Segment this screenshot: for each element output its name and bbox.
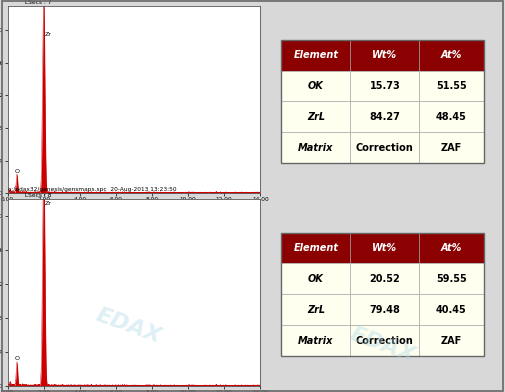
Text: 15.73: 15.73 — [370, 81, 400, 91]
Text: 51.55: 51.55 — [436, 81, 467, 91]
Text: At%: At% — [441, 243, 462, 253]
FancyBboxPatch shape — [281, 294, 350, 325]
FancyBboxPatch shape — [419, 263, 484, 294]
Text: Correction: Correction — [356, 143, 414, 153]
FancyBboxPatch shape — [350, 132, 419, 163]
Text: c:/edax32/genesis/gensmaps.spc  20-Aug-2013 13:21:01
         LSecs : 7: c:/edax32/genesis/gensmaps.spc 20-Aug-20… — [8, 0, 176, 5]
FancyBboxPatch shape — [281, 71, 350, 102]
Text: ZrL: ZrL — [307, 305, 325, 315]
FancyBboxPatch shape — [281, 232, 350, 263]
Text: EDAX: EDAX — [347, 324, 418, 366]
Text: 48.45: 48.45 — [436, 112, 467, 122]
Text: O: O — [15, 356, 20, 361]
FancyBboxPatch shape — [350, 232, 419, 263]
Text: ZrL: ZrL — [307, 112, 325, 122]
Text: 20.52: 20.52 — [370, 274, 400, 284]
Text: EDAX: EDAX — [93, 305, 164, 347]
FancyBboxPatch shape — [350, 71, 419, 102]
Text: OK: OK — [308, 81, 324, 91]
FancyBboxPatch shape — [419, 71, 484, 102]
FancyBboxPatch shape — [419, 40, 484, 71]
Text: Zr: Zr — [45, 32, 52, 37]
FancyBboxPatch shape — [350, 263, 419, 294]
FancyBboxPatch shape — [350, 325, 419, 356]
FancyBboxPatch shape — [350, 294, 419, 325]
Text: ZAF: ZAF — [441, 336, 462, 346]
FancyBboxPatch shape — [419, 132, 484, 163]
Text: Wt%: Wt% — [372, 243, 397, 253]
FancyBboxPatch shape — [281, 40, 350, 71]
FancyBboxPatch shape — [419, 102, 484, 132]
Text: Matrix: Matrix — [298, 143, 334, 153]
FancyBboxPatch shape — [419, 232, 484, 263]
FancyBboxPatch shape — [281, 102, 350, 132]
Text: Correction: Correction — [356, 336, 414, 346]
Text: Wt%: Wt% — [372, 50, 397, 60]
Text: ZAF: ZAF — [441, 143, 462, 153]
Text: Matrix: Matrix — [298, 336, 334, 346]
FancyBboxPatch shape — [281, 263, 350, 294]
Text: c:/edax32/genesis/gensmaps.spc  20-Aug-2013 13:23:50
         LSecs : 8: c:/edax32/genesis/gensmaps.spc 20-Aug-20… — [8, 187, 176, 198]
Text: Element: Element — [293, 50, 338, 60]
FancyBboxPatch shape — [350, 102, 419, 132]
Text: 59.55: 59.55 — [436, 274, 467, 284]
FancyBboxPatch shape — [419, 325, 484, 356]
FancyBboxPatch shape — [350, 40, 419, 71]
Text: At%: At% — [441, 50, 462, 60]
Text: O: O — [15, 169, 20, 174]
Text: OK: OK — [308, 274, 324, 284]
FancyBboxPatch shape — [281, 132, 350, 163]
FancyBboxPatch shape — [419, 294, 484, 325]
Text: Element: Element — [293, 243, 338, 253]
FancyBboxPatch shape — [281, 325, 350, 356]
Text: 84.27: 84.27 — [369, 112, 400, 122]
Text: Zr: Zr — [45, 201, 52, 206]
Text: 79.48: 79.48 — [369, 305, 400, 315]
Text: 40.45: 40.45 — [436, 305, 467, 315]
X-axis label: Energy - keV: Energy - keV — [114, 204, 154, 209]
